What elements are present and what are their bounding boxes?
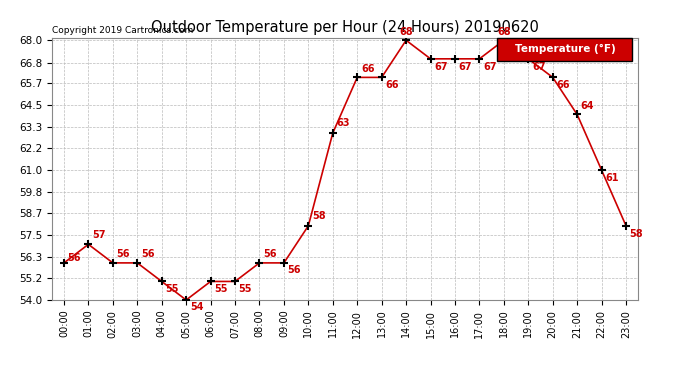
Text: Copyright 2019 Cartronics.com: Copyright 2019 Cartronics.com	[52, 26, 193, 35]
Text: 67: 67	[434, 62, 448, 72]
Text: 63: 63	[337, 118, 350, 128]
Text: 55: 55	[239, 284, 253, 294]
Text: 58: 58	[630, 229, 643, 239]
Text: 64: 64	[581, 101, 594, 111]
FancyBboxPatch shape	[497, 38, 632, 61]
Text: 61: 61	[605, 173, 619, 183]
Text: 56: 56	[117, 249, 130, 259]
Text: 58: 58	[312, 211, 326, 221]
Text: 56: 56	[288, 265, 301, 275]
Text: 66: 66	[556, 80, 570, 90]
Text: 56: 56	[141, 249, 155, 259]
Text: 56: 56	[263, 249, 277, 259]
Text: 56: 56	[68, 253, 81, 263]
Text: 55: 55	[215, 284, 228, 294]
Text: 66: 66	[385, 80, 399, 90]
Text: Temperature (°F): Temperature (°F)	[515, 44, 615, 54]
Text: 54: 54	[190, 302, 204, 312]
Text: 68: 68	[400, 27, 413, 37]
Text: 67: 67	[483, 62, 497, 72]
Text: 57: 57	[92, 230, 106, 240]
Text: 68: 68	[497, 27, 511, 37]
Title: Outdoor Temperature per Hour (24 Hours) 20190620: Outdoor Temperature per Hour (24 Hours) …	[151, 20, 539, 35]
Text: 55: 55	[166, 284, 179, 294]
Text: 67: 67	[532, 62, 546, 72]
Text: 66: 66	[361, 64, 375, 74]
Text: 67: 67	[459, 62, 472, 72]
